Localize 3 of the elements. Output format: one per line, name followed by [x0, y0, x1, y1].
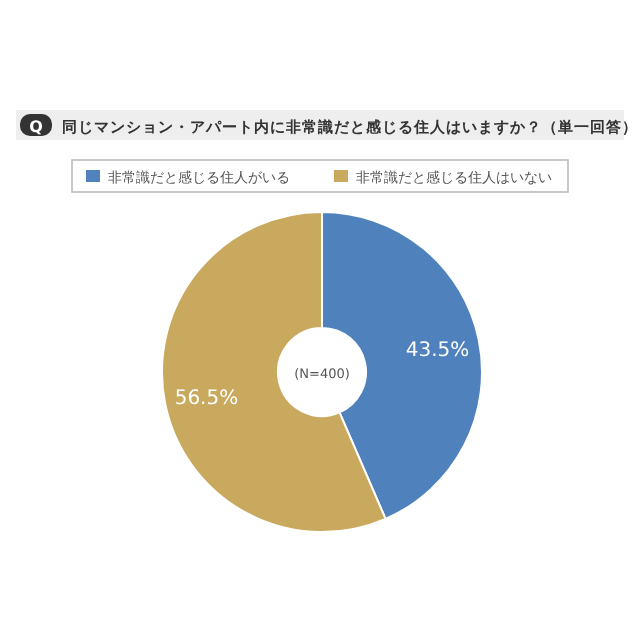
text: Q: [29, 118, 44, 136]
data-label: 43.5%: [405, 340, 470, 363]
data-label: 56.5%: [174, 387, 239, 410]
